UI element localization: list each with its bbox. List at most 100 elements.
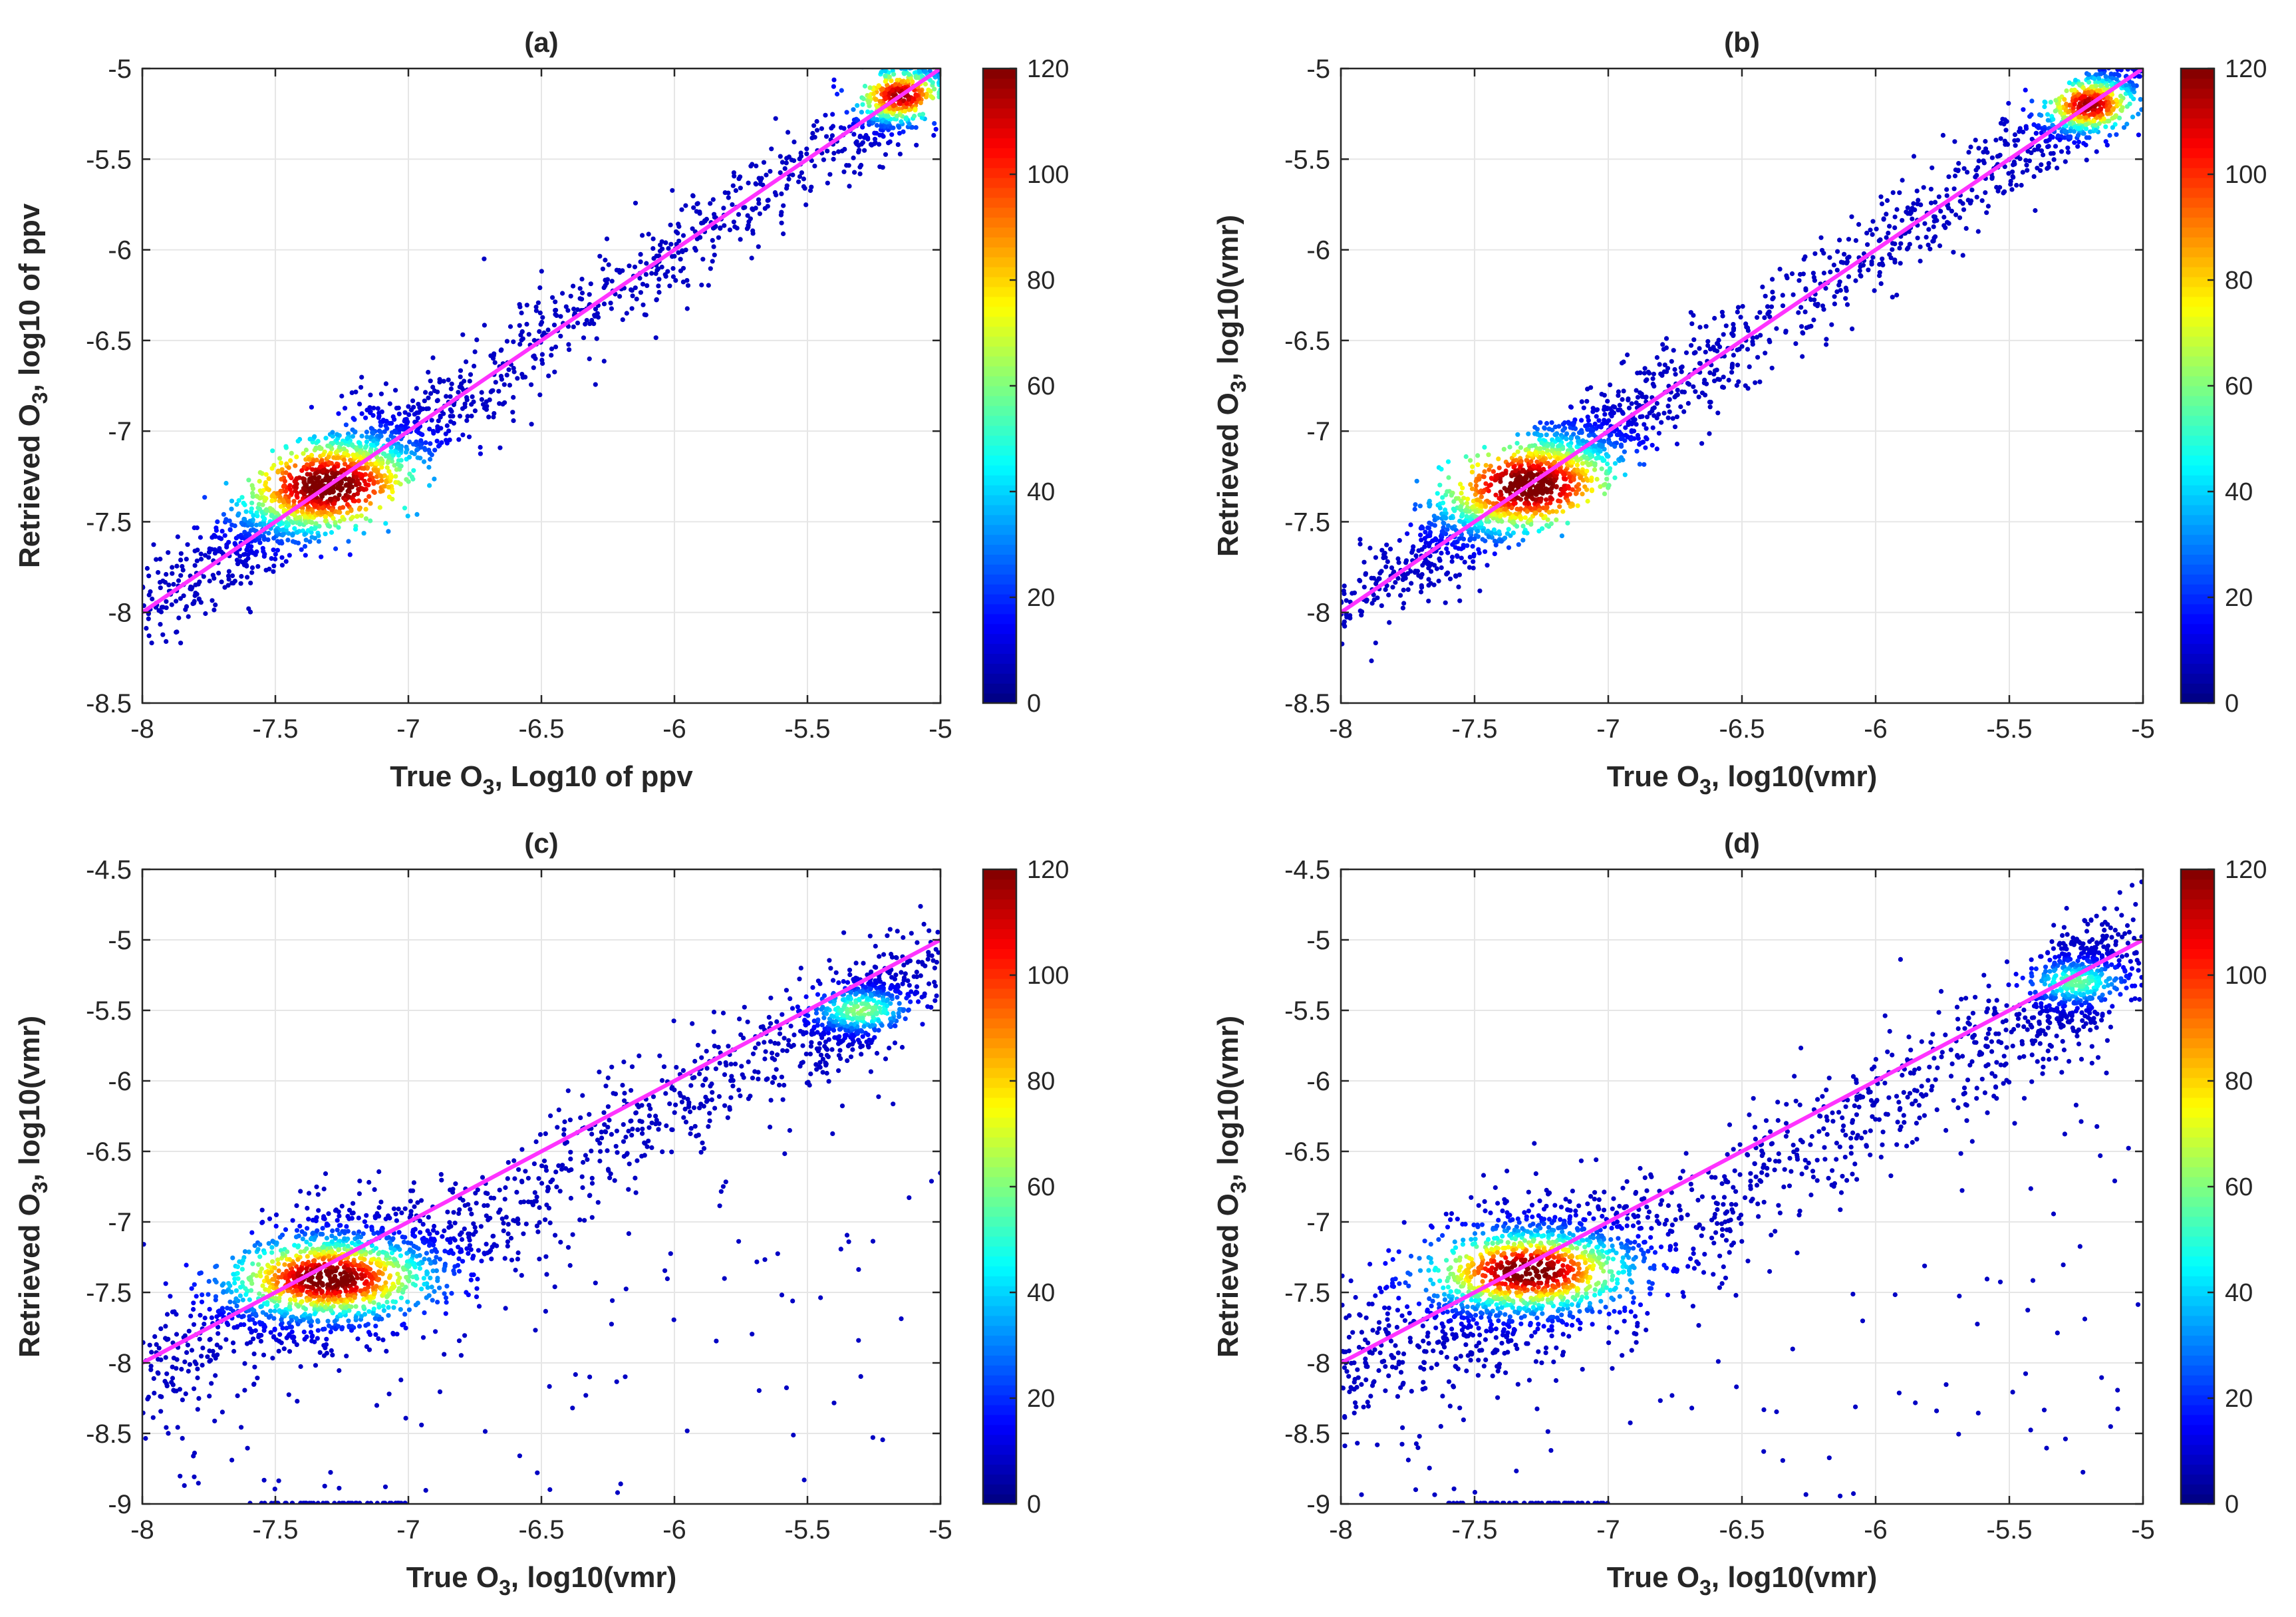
scatter-point (584, 318, 589, 323)
scatter-point (2039, 162, 2044, 168)
scatter-point (358, 450, 363, 455)
scatter-point (1363, 599, 1369, 604)
scatter-point (2025, 168, 2030, 173)
scatter-point (310, 461, 315, 467)
scatter-point (676, 250, 681, 255)
scatter-point (198, 551, 204, 557)
scatter-point (1387, 546, 1393, 552)
scatter-point (579, 297, 585, 302)
scatter-point (1762, 315, 1767, 321)
scatter-point (309, 535, 315, 540)
scatter-point (1697, 346, 1702, 351)
scatter-point (441, 378, 446, 384)
scatter-point (210, 535, 215, 540)
scatter-point (335, 455, 341, 460)
scatter-point (665, 269, 670, 274)
scatter-point (1808, 297, 1814, 303)
scatter-point (2114, 97, 2119, 103)
scatter-point (383, 521, 388, 526)
colorbar-segment (983, 108, 1016, 119)
scatter-point (1526, 472, 1532, 478)
scatter-point (1546, 510, 1552, 515)
scatter-point (1623, 432, 1628, 438)
scatter-point (1981, 150, 1986, 155)
scatter-point (144, 565, 150, 571)
scatter-point (345, 464, 351, 470)
scatter-point (1823, 285, 1828, 291)
colorbar-segment (983, 494, 1016, 506)
scatter-point (1856, 221, 1862, 227)
scatter-point (537, 392, 543, 398)
scatter-point (2135, 53, 2140, 57)
scatter-point (281, 484, 286, 490)
y-axis-label: Retrieved O3, log10 of ppv (13, 203, 52, 568)
scatter-point (178, 557, 184, 563)
scatter-point (1480, 537, 1485, 542)
scatter-point (1503, 535, 1508, 541)
scatter-point (1940, 132, 1945, 138)
scatter-point (1620, 397, 1625, 402)
scatter-point (1634, 448, 1640, 454)
scatter-point (680, 233, 686, 238)
scatter-point (1590, 409, 1596, 414)
scatter-point (227, 527, 233, 533)
scatter-point (1592, 462, 1598, 468)
scatter-point (1598, 424, 1604, 430)
scatter-point (638, 259, 643, 265)
scatter-point (699, 220, 704, 225)
scatter-point (533, 304, 539, 310)
scatter-point (1509, 484, 1514, 489)
scatter-point (1937, 243, 1943, 249)
scatter-point (1458, 504, 1463, 510)
scatter-point (1592, 448, 1597, 454)
scatter-point (1650, 376, 1655, 381)
scatter-point (232, 523, 237, 529)
scatter-point (1827, 255, 1832, 260)
scatter-point (1928, 186, 1934, 192)
scatter-point (1475, 453, 1481, 458)
scatter-point (1384, 542, 1389, 547)
scatter-point (315, 438, 321, 444)
scatter-point (2009, 187, 2015, 192)
scatter-point (149, 641, 154, 646)
scatter-point (553, 299, 558, 305)
scatter-point (537, 285, 543, 291)
scatter-point (507, 382, 513, 388)
scatter-point (316, 533, 321, 539)
scatter-point (825, 148, 830, 154)
scatter-point (710, 259, 715, 264)
scatter-point (1465, 496, 1471, 502)
scatter-point (901, 52, 906, 57)
scatter-point (435, 428, 440, 434)
scatter-point (2006, 100, 2011, 106)
scatter-point (444, 440, 450, 446)
y-axis-label-text: Retrieved O (13, 404, 46, 568)
colorbar-segment (983, 405, 1016, 416)
scatter-point (154, 557, 159, 562)
scatter-point (2120, 49, 2124, 54)
scatter-point (292, 526, 297, 531)
scatter-point (2124, 86, 2130, 92)
scatter-point (260, 502, 265, 508)
scatter-point (2019, 182, 2024, 188)
colorbar-segment (983, 663, 1016, 674)
scatter-point (2076, 92, 2081, 97)
scatter-point (231, 581, 236, 586)
scatter-point (1864, 230, 1870, 235)
colorbar-tick-label: 120 (1027, 55, 1069, 83)
scatter-point (882, 91, 887, 96)
scatter-point (1585, 422, 1590, 428)
scatter-point (1414, 478, 1419, 484)
scatter-point (1492, 538, 1498, 544)
scatter-point (756, 197, 762, 202)
scatter-point (1445, 489, 1450, 494)
scatter-point (444, 423, 450, 428)
scatter-point (1530, 496, 1535, 501)
scatter-point (214, 525, 219, 531)
colorbar-segment (983, 88, 1016, 99)
scatter-point (1413, 502, 1418, 508)
scatter-point (1703, 349, 1708, 355)
scatter-point (571, 306, 577, 312)
scatter-point (2118, 98, 2124, 104)
